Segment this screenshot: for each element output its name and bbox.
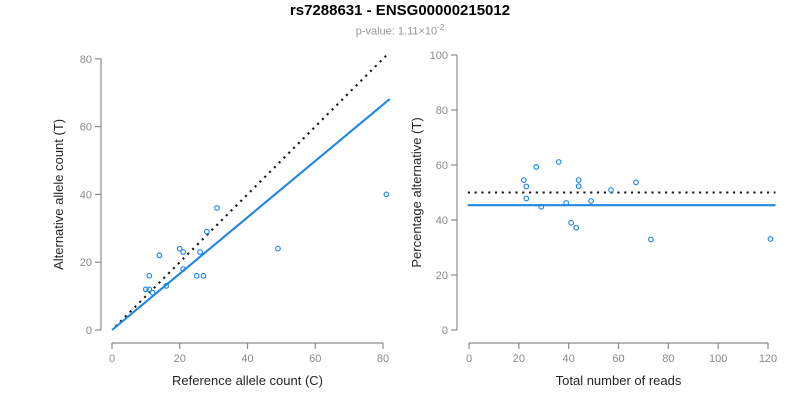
data-point bbox=[568, 219, 575, 226]
x-tick-label: 80 bbox=[662, 353, 674, 365]
figure-title: rs7288631 - ENSG00000215012 bbox=[289, 2, 511, 19]
x-tick-label: 120 bbox=[759, 353, 777, 365]
percentage-alternative-scatter: 0 20 40 60 80 100 0 20 40 60 80 100 120 Total number … bbox=[409, 50, 777, 388]
data-point bbox=[197, 249, 203, 255]
y-axis-label: Alternative allele count (T) bbox=[51, 119, 66, 270]
data-point bbox=[588, 198, 594, 204]
x-tick-label: 20 bbox=[174, 353, 186, 365]
x-axis-label: Total number of reads bbox=[556, 373, 682, 388]
x-tick-label: 60 bbox=[612, 353, 624, 365]
data-point bbox=[555, 159, 562, 165]
data-point bbox=[214, 205, 220, 211]
regression-line bbox=[111, 98, 391, 331]
data-point bbox=[575, 177, 582, 183]
data-point bbox=[146, 272, 153, 279]
data-point bbox=[633, 179, 639, 186]
data-point bbox=[180, 266, 187, 272]
data-point bbox=[156, 252, 163, 259]
y-tick-label: 20 bbox=[80, 257, 92, 269]
x-tick-label: 0 bbox=[466, 353, 472, 365]
pvalue-exponent: -2 bbox=[437, 23, 445, 32]
data-point bbox=[520, 177, 527, 183]
data-point bbox=[163, 283, 170, 289]
x-tick-label: 20 bbox=[513, 353, 525, 365]
x-tick-label: 40 bbox=[241, 353, 253, 365]
y-tick-label: 0 bbox=[86, 325, 92, 337]
data-point bbox=[608, 187, 614, 193]
x-tick-label: 100 bbox=[709, 353, 727, 365]
x-tick-label: 40 bbox=[563, 353, 575, 365]
data-point bbox=[149, 289, 156, 296]
y-tick-label: 40 bbox=[80, 189, 92, 201]
allele-count-scatter: 0 20 40 60 80 0 20 40 60 80 Reference allele count… bbox=[51, 52, 391, 388]
data-point bbox=[533, 164, 540, 170]
data-point bbox=[203, 228, 210, 235]
data-point bbox=[176, 245, 183, 252]
x-axis-label: Reference allele count (C) bbox=[172, 373, 323, 388]
y-tick-label: 100 bbox=[430, 50, 448, 62]
x-tick-label: 0 bbox=[109, 353, 115, 365]
data-point bbox=[383, 191, 390, 198]
y-tick-label: 60 bbox=[436, 160, 448, 172]
data-point bbox=[193, 272, 200, 279]
data-point bbox=[146, 286, 153, 293]
y-axis-label: Percentage alternative (T) bbox=[409, 117, 424, 267]
data-point bbox=[648, 236, 654, 243]
pvalue-text: p-value: 1.11×10 bbox=[355, 25, 438, 38]
data-point bbox=[142, 286, 149, 293]
data-point bbox=[200, 272, 207, 279]
x-tick-label: 60 bbox=[309, 353, 321, 365]
y-tick-label: 0 bbox=[442, 325, 448, 337]
y-tick-label: 40 bbox=[436, 215, 448, 227]
data-point bbox=[523, 195, 530, 202]
data-point bbox=[275, 245, 281, 252]
identity-line bbox=[114, 52, 389, 328]
data-point bbox=[523, 183, 530, 190]
data-point bbox=[575, 183, 582, 190]
data-point bbox=[767, 236, 774, 242]
figure-subtitle: p-value: 1.11×10-2 bbox=[0, 23, 800, 38]
y-tick-label: 80 bbox=[436, 105, 448, 117]
data-point bbox=[538, 203, 545, 210]
data-point bbox=[563, 200, 570, 206]
y-tick-label: 80 bbox=[80, 54, 92, 66]
data-point bbox=[573, 224, 580, 231]
data-point bbox=[180, 249, 187, 255]
y-tick-label: 60 bbox=[80, 122, 92, 134]
x-tick-label: 80 bbox=[377, 353, 389, 365]
y-tick-label: 20 bbox=[436, 270, 448, 282]
